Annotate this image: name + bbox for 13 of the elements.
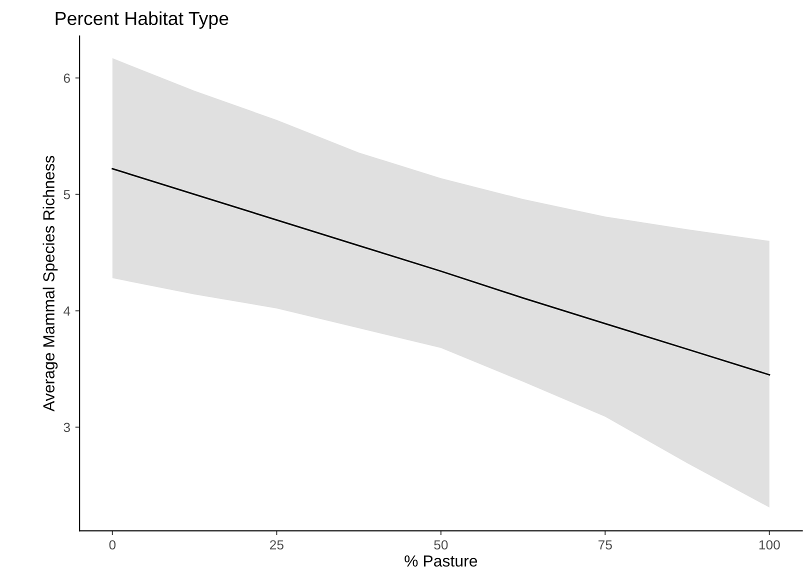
y-tick-label: 4 xyxy=(64,306,70,316)
x-axis-title: % Pasture xyxy=(404,555,478,567)
y-tick-label: 3 xyxy=(64,422,70,432)
x-tick-label: 50 xyxy=(434,540,448,550)
y-tick-label: 5 xyxy=(64,190,70,200)
y-axis-title: Average Mammal Species Richness xyxy=(42,156,58,412)
x-tick-label: 25 xyxy=(270,540,284,550)
x-tick-label: 0 xyxy=(109,540,116,550)
line-series xyxy=(112,168,770,376)
x-tick-label: 100 xyxy=(759,540,780,550)
y-tick-label: 6 xyxy=(64,74,70,83)
x-tick-label: 75 xyxy=(598,540,612,550)
chart-title: Percent Habitat Type xyxy=(56,11,228,29)
